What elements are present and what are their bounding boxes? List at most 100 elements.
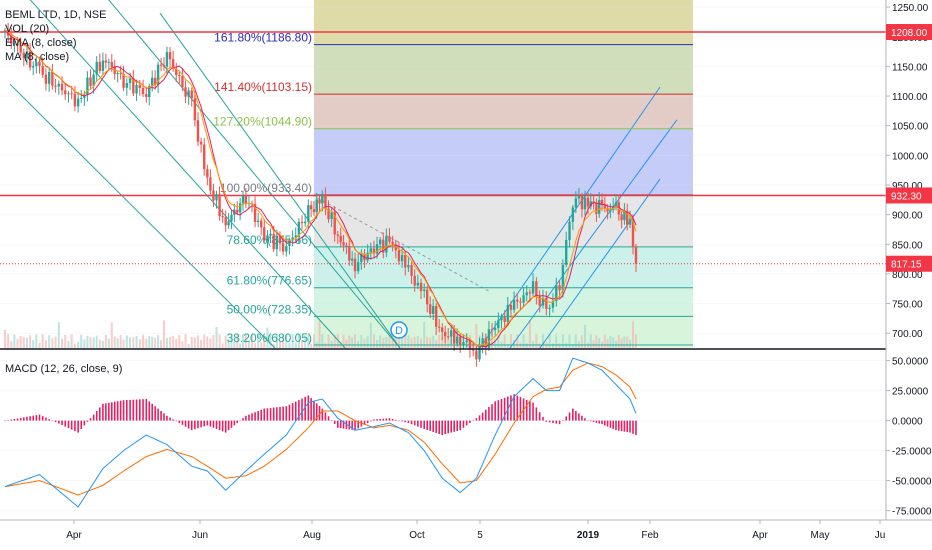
volume-bar xyxy=(426,337,429,348)
volume-bar xyxy=(64,334,67,348)
candle xyxy=(522,287,525,307)
macd-histogram-bar xyxy=(475,418,478,421)
candle xyxy=(32,61,35,76)
volume-bar xyxy=(263,334,266,348)
macd-histogram-bar xyxy=(7,420,9,421)
macd-histogram-bar xyxy=(181,420,184,425)
macd-histogram-bar xyxy=(266,408,269,421)
indicator-volume[interactable]: VOL (20) xyxy=(5,23,50,35)
candle xyxy=(54,78,57,93)
macd-histogram-bar xyxy=(254,412,256,421)
volume-bar xyxy=(318,320,321,348)
macd-histogram-bar xyxy=(206,420,209,426)
volume-bar xyxy=(307,334,310,348)
macd-histogram-bar xyxy=(351,420,353,430)
candle xyxy=(500,313,503,329)
volume-bar xyxy=(16,339,19,348)
macd-histogram-bar xyxy=(432,420,434,432)
fib-level-label: 38.20%(680.05) xyxy=(227,331,312,345)
time-axis[interactable]: Apr Jun Aug Oct 5 2019 Feb Apr May Ju xyxy=(66,520,885,541)
volume-bar xyxy=(51,338,54,348)
candle xyxy=(86,71,89,102)
macd-histogram-bar xyxy=(465,420,468,426)
macd-histogram-bar xyxy=(413,420,416,426)
macd-histogram-bar xyxy=(23,417,25,421)
volume-bar xyxy=(623,336,626,348)
macd-histogram-bar xyxy=(601,420,603,425)
volume-bar xyxy=(568,334,571,348)
candle xyxy=(244,188,248,208)
macd-histogram-bar xyxy=(263,408,266,421)
volume-bar xyxy=(239,343,242,348)
macd-histogram-bar xyxy=(618,420,620,431)
macd-histogram-bar xyxy=(242,418,244,421)
macd-axis[interactable]: 50.0000 25.0000 0.0000 -25.0000 -50.0000 -75.… xyxy=(886,357,932,518)
volume-bar xyxy=(516,334,519,348)
candle xyxy=(275,229,279,257)
volume-bar xyxy=(227,339,230,348)
volume-bar xyxy=(397,336,400,348)
macd-histogram-bar xyxy=(4,420,6,422)
candle xyxy=(558,280,561,298)
price-tick-label: 700.00 xyxy=(892,329,923,340)
price-badge xyxy=(886,24,932,41)
macd-histogram-bar xyxy=(417,420,419,427)
volume-bar xyxy=(260,342,263,348)
candle xyxy=(391,235,394,252)
macd-histogram-bar xyxy=(288,404,291,421)
horizontal-lines[interactable] xyxy=(0,31,886,265)
volume-bar xyxy=(98,339,101,348)
fibonacci-levels[interactable]: 161.80%(1186.80) 141.40%(1103.15) 127.20%(… xyxy=(213,31,693,346)
volume-bar xyxy=(203,334,206,348)
volume-bar xyxy=(592,340,595,348)
macd-histogram-bar xyxy=(166,415,168,421)
macd-histogram-bar xyxy=(16,418,19,421)
macd-histogram-bar xyxy=(519,397,522,421)
macd-legend[interactable]: MACD (12, 26, close, 9) xyxy=(5,363,123,375)
candle xyxy=(416,274,420,290)
macd-histogram-bar xyxy=(575,411,577,421)
symbol-title[interactable]: BEML LTD, 1D, NSE xyxy=(5,9,107,21)
macd-histogram-bar xyxy=(154,406,156,421)
macd-histogram-bar xyxy=(535,407,538,421)
candle xyxy=(577,188,581,204)
volume-bar xyxy=(89,337,92,348)
indicator-ema[interactable]: EMA (8, close) xyxy=(5,37,77,49)
candle xyxy=(309,200,313,218)
volume-bar xyxy=(548,334,551,348)
volume-bar xyxy=(129,337,132,348)
candle xyxy=(303,213,307,227)
volume-bar xyxy=(363,338,366,348)
volume-bar xyxy=(190,337,193,348)
volume-bar xyxy=(13,334,16,348)
macd-histogram-bar xyxy=(481,412,484,421)
volume-bar xyxy=(438,334,441,348)
macd-histogram-bar xyxy=(51,420,54,422)
macd-histogram-bar xyxy=(516,395,519,421)
volume-bar xyxy=(538,343,541,348)
candle xyxy=(145,86,148,103)
macd-histogram-bar xyxy=(462,420,465,428)
macd-histogram-bar xyxy=(420,420,422,428)
price-badge xyxy=(886,255,932,272)
volume-bar xyxy=(382,337,385,348)
volume-bar xyxy=(125,335,128,348)
candle xyxy=(236,201,239,216)
volume-bar xyxy=(57,322,60,348)
macd-histogram-bar xyxy=(163,413,165,421)
candle xyxy=(516,293,519,309)
macd-histogram-bar xyxy=(248,414,250,421)
time-tick-label: Apr xyxy=(66,530,82,541)
candle xyxy=(444,325,447,344)
indicator-ma[interactable]: MA (8, close) xyxy=(5,51,70,63)
macd-histogram-bar xyxy=(612,420,614,429)
volume-bar xyxy=(297,334,300,348)
candle xyxy=(263,218,266,244)
volume-bar xyxy=(206,336,209,348)
macd-histogram-bar xyxy=(215,420,218,429)
candle xyxy=(548,304,551,318)
macd-histogram-bar xyxy=(89,418,92,421)
price-axis[interactable]: 1250.001200.001150.001100.001050.001000.… xyxy=(886,3,932,340)
candle xyxy=(291,230,294,247)
